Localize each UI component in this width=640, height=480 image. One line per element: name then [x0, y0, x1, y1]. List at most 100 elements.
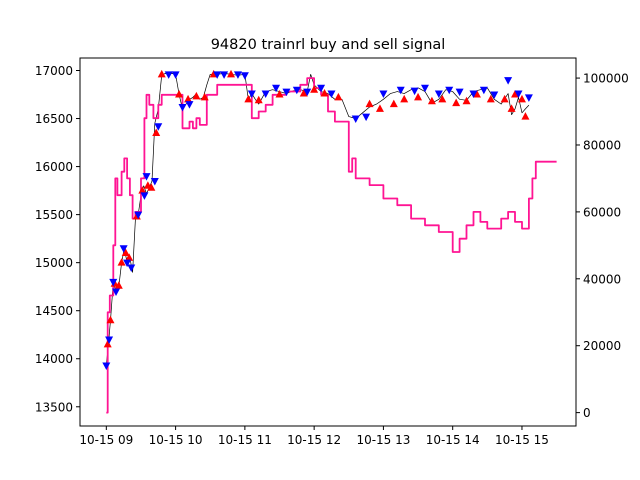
buy-signal-marker	[365, 99, 374, 108]
sell-signal-marker	[123, 259, 132, 268]
sell-signal-marker	[292, 86, 301, 95]
y-right-tick-label: 100000	[583, 72, 629, 86]
buy-signal-marker	[244, 94, 253, 103]
buy-signal-marker	[192, 91, 201, 100]
sell-signal-marker	[102, 362, 111, 370]
sell-signal-marker	[362, 113, 371, 122]
sell-signal-marker	[247, 90, 256, 99]
buy-signal-marker	[157, 69, 166, 78]
sell-signal-marker	[282, 88, 291, 97]
buy-signal-marker	[184, 94, 193, 103]
buy-signal-marker	[138, 186, 147, 194]
sell-signal-marker	[455, 88, 464, 97]
sell-signal-marker	[171, 71, 180, 79]
y-left-tick-label: 15500	[35, 208, 73, 222]
y-right-tick-label: 0	[583, 406, 591, 420]
buy-signal-marker	[427, 96, 436, 105]
plot-area	[102, 69, 557, 414]
sell-signal-marker	[396, 86, 405, 95]
sell-signal-marker	[233, 71, 242, 79]
buy-signal-marker	[121, 248, 130, 257]
y-left-tick-label: 16000	[35, 160, 73, 174]
buy-signal-marker	[517, 94, 526, 103]
axes: 13500 14000 14500 15000 15500 16000 16500 17000…	[35, 57, 629, 447]
buy-signal-marker	[507, 104, 516, 112]
buy-signal-marker	[438, 94, 447, 103]
x-tick-label: 10-15 09	[79, 433, 133, 447]
buy-signal-marker	[103, 339, 112, 348]
sell-signal-marker	[303, 88, 312, 97]
buy-signal-marker	[227, 69, 236, 78]
y-right-tick-label: 20000	[583, 339, 621, 353]
sell-signal-marker	[479, 86, 488, 95]
buy-signal-marker	[334, 92, 343, 101]
buy-signal-marker	[299, 89, 308, 97]
sell-signal-marker	[524, 94, 533, 102]
buy-signal-marker	[389, 99, 398, 108]
buy-signal-marker	[400, 94, 409, 103]
sell-signal-marker	[150, 177, 159, 186]
y-left-tick-label: 15000	[35, 256, 73, 270]
sell-signal-marker	[154, 123, 163, 131]
x-tick-label: 10-15 11	[218, 433, 272, 447]
sell-signal-marker	[134, 211, 143, 220]
y-left-tick-label: 14500	[35, 304, 73, 318]
x-tick-label: 10-15 10	[149, 433, 203, 447]
y-left-tick-label: 16500	[35, 112, 73, 126]
sell-signal-marker	[213, 71, 222, 79]
sell-signal-marker	[261, 90, 270, 99]
plot-frame	[79, 57, 577, 427]
sell-signal-marker	[178, 104, 187, 112]
sell-signal-marker	[434, 90, 443, 99]
y-right-tick-label: 40000	[583, 272, 621, 286]
sell-signal-marker	[327, 90, 336, 99]
sell-signal-marker	[410, 87, 419, 96]
sell-signal-marker	[109, 278, 118, 287]
sell-signal-marker	[119, 245, 128, 253]
sell-signal-marker	[127, 264, 136, 272]
sell-signal-marker	[317, 84, 326, 93]
buy-signal-marker	[147, 183, 156, 191]
buy-signal-marker	[106, 315, 115, 324]
sell-signal-marker	[140, 192, 149, 200]
buy-signal-marker	[375, 104, 384, 112]
x-tick-label: 10-15 15	[495, 433, 549, 447]
buy-signal-marker	[521, 112, 530, 120]
buy-signal-marker	[500, 94, 509, 103]
buy-signal-marker	[114, 281, 123, 289]
buy-signal-marker	[125, 253, 134, 261]
sell-signal-marker	[379, 90, 388, 99]
buy-signal-marker	[452, 98, 461, 107]
buy-signal-marker	[152, 128, 161, 136]
x-tick-label: 10-15 14	[426, 433, 480, 447]
y-left-tick-label: 14000	[35, 352, 73, 366]
buy-signal-marker	[310, 85, 319, 93]
x-tick-label: 10-15 12	[287, 433, 341, 447]
buy-signal-marker	[320, 89, 329, 97]
buy-signal-marker	[511, 90, 520, 98]
sell-signal-marker	[272, 84, 281, 93]
sell-signal-marker	[420, 84, 429, 93]
position-step-line	[106, 77, 557, 414]
sell-signal-marker	[105, 336, 114, 345]
buy-signal-marker	[200, 92, 209, 101]
buy-signal-marker	[117, 258, 126, 266]
sell-signal-marker	[351, 115, 360, 124]
sell-signal-marker	[142, 173, 151, 181]
sell-signal-marker	[504, 77, 513, 85]
sell-signal-marker	[445, 86, 454, 95]
sell-signal-marker	[164, 71, 173, 79]
buy-signal-marker	[472, 90, 481, 98]
y-left-tick-label: 17000	[35, 64, 73, 78]
buy-signal-marker	[175, 90, 184, 98]
buy-signal-marker	[254, 95, 263, 104]
sell-signal-marker	[469, 90, 478, 99]
x-tick-label: 10-15 13	[356, 433, 410, 447]
buy-signal-marker	[414, 92, 423, 101]
plot-content	[102, 69, 557, 414]
buy-signal-marker	[486, 94, 495, 103]
sell-signal-marker	[240, 72, 249, 80]
y-right-tick-label: 60000	[583, 205, 621, 219]
